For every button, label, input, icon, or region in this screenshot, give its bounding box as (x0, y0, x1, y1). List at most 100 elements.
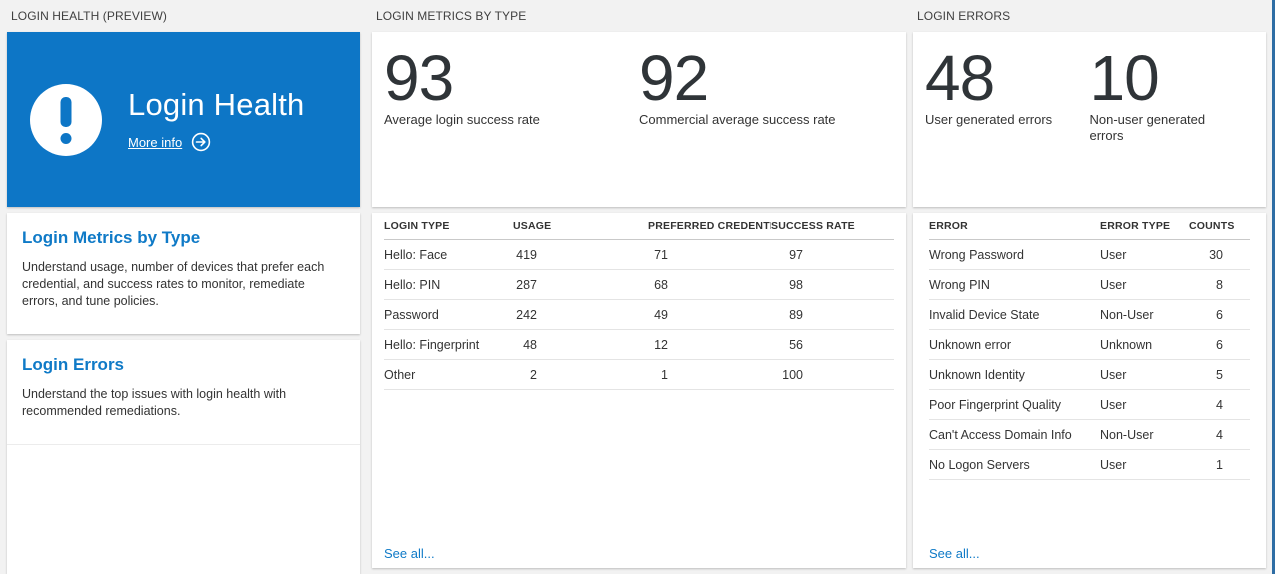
stat: 10 Non-user generated errors (1090, 46, 1255, 207)
column-header: PREFERRED CREDENTIAL (648, 220, 771, 232)
nav-card-description: Understand the top issues with login hea… (22, 387, 287, 418)
table-cell: User (1100, 457, 1127, 472)
table-row: Unknown error Unknown 6 (929, 330, 1250, 360)
table-cell: 48 (523, 337, 537, 352)
table-cell: 68 (654, 277, 668, 292)
table-cell: User (1100, 247, 1127, 262)
table-header-row: LOGIN TYPE USAGE PREFERRED CREDENTIALSUCCE… (384, 213, 894, 240)
nav-card-title: Login Errors (22, 355, 125, 374)
table-cell: Password (384, 307, 439, 322)
table-row: Wrong Password User 30 (929, 240, 1250, 270)
column-header: LOGIN TYPE (384, 220, 450, 232)
table-cell: 30 (1209, 247, 1223, 262)
stat: 93 Average login success rate (384, 46, 639, 207)
table-row: Unknown Identity User 5 (929, 360, 1250, 390)
table-cell: 6 (1216, 307, 1223, 322)
column-header: ERROR (929, 220, 968, 232)
see-all-link[interactable]: See all... (929, 546, 980, 561)
table-header-row: ERROR ERROR TYPE COUNTS (929, 213, 1250, 240)
arrow-right-circle-icon[interactable] (191, 132, 211, 152)
table-cell: 49 (654, 307, 668, 322)
table-cell: 98 (789, 277, 803, 292)
table-row: Password 242 49 89 (384, 300, 894, 330)
nav-card-description: Understand usage, number of devices that… (22, 260, 325, 308)
table-row: Hello: Face 419 71 97 (384, 240, 894, 270)
login-errors-stats-card: 48 User generated errors 10 Non-user genera… (913, 32, 1266, 207)
table-cell: 242 (516, 307, 537, 322)
see-all-link[interactable]: See all... (384, 546, 435, 561)
section-title-login-metrics: LOGIN METRICS BY TYPE (376, 9, 527, 23)
section-title-login-errors: LOGIN ERRORS (917, 9, 1011, 23)
table-cell: Hello: Face (384, 247, 448, 262)
table-cell: Unknown error (929, 337, 1011, 352)
column-login-metrics: LOGIN METRICS BY TYPE 93 Average login su… (372, 0, 906, 574)
table-row: Wrong PIN User 8 (929, 270, 1250, 300)
stat-label: Average login success rate (384, 112, 540, 127)
login-metrics-stats-card: 93 Average login success rate 92 Commercial… (372, 32, 906, 207)
blade-edge-divider (1272, 0, 1275, 574)
table-cell: 8 (1216, 277, 1223, 292)
table-row: Invalid Device State Non-User 6 (929, 300, 1250, 330)
column-login-errors: LOGIN ERRORS 48 User generated errors 10 No… (913, 0, 1266, 574)
table-cell: Hello: PIN (384, 277, 441, 292)
table-cell: 4 (1216, 397, 1223, 412)
table-cell: Invalid Device State (929, 307, 1040, 322)
table-cell: Non-User (1100, 427, 1154, 442)
table-row: Other 2 1 100 (384, 360, 894, 390)
column-header: COUNTS (1189, 220, 1235, 232)
login-errors-table: ERROR ERROR TYPE COUNTS Wrong Password User 3… (929, 213, 1250, 480)
login-errors-table-card: ERROR ERROR TYPE COUNTS Wrong Password User 3… (913, 213, 1266, 568)
table-cell: 12 (654, 337, 668, 352)
more-info-link[interactable]: More info (128, 134, 183, 150)
table-cell: 1 (661, 367, 668, 382)
table-cell: Poor Fingerprint Quality (929, 397, 1062, 412)
hero-title: Login Health (128, 87, 305, 122)
table-cell: User (1100, 397, 1127, 412)
divider (7, 444, 360, 445)
table-row: Can't Access Domain Info Non-User 4 (929, 420, 1250, 450)
table-cell: No Logon Servers (929, 457, 1030, 472)
stat: 92 Commercial average success rate (639, 46, 894, 207)
stat-label: Commercial average success rate (639, 112, 836, 127)
table-cell: Hello: Fingerprint (384, 337, 480, 352)
table-row: Hello: Fingerprint 48 12 56 (384, 330, 894, 360)
nav-card-login-metrics-by-type[interactable]: Login Metrics by Type Understand usage, … (7, 213, 360, 334)
section-title-login-health: LOGIN HEALTH (PREVIEW) (11, 9, 167, 23)
table-cell: Other (384, 367, 416, 382)
table-cell: Can't Access Domain Info (929, 427, 1072, 442)
exclamation-icon (30, 83, 102, 156)
table-cell: Unknown Identity (929, 367, 1025, 382)
nav-card-title: Login Metrics by Type (22, 228, 201, 247)
stat-label: User generated errors (925, 112, 1053, 127)
login-health-tile[interactable]: Login Health More info (7, 32, 360, 207)
nav-card-login-errors[interactable]: Login Errors Understand the top issues w… (7, 340, 360, 574)
login-metrics-table: LOGIN TYPE USAGE PREFERRED CREDENTIALSUCCE… (384, 213, 894, 390)
table-cell: User (1100, 277, 1127, 292)
table-cell: Wrong PIN (929, 277, 990, 292)
stat-value: 10 (1089, 42, 1160, 114)
table-cell: 97 (789, 247, 803, 262)
table-cell: 100 (782, 367, 803, 382)
table-cell: 71 (654, 247, 668, 262)
stat-value: 48 (925, 42, 995, 114)
table-cell: 419 (516, 247, 537, 262)
table-cell: Non-User (1100, 307, 1154, 322)
stat: 48 User generated errors (925, 46, 1090, 207)
hero-text: Login Health More info (128, 87, 304, 152)
table-cell: 1 (1216, 457, 1223, 472)
table-cell: Wrong Password (929, 247, 1024, 262)
column-login-health: LOGIN HEALTH (PREVIEW) Login Health More… (7, 0, 360, 574)
table-cell: 6 (1216, 337, 1223, 352)
table-cell: 56 (789, 337, 803, 352)
login-metrics-table-card: LOGIN TYPE USAGE PREFERRED CREDENTIALSUCCE… (372, 213, 906, 568)
column-header: SUCCESS RATE (771, 220, 855, 232)
table-cell: 89 (789, 307, 803, 322)
table-row: No Logon Servers User 1 (929, 450, 1250, 480)
stat-value: 92 (639, 42, 709, 114)
stat-value: 93 (384, 42, 454, 114)
table-cell: 2 (530, 367, 537, 382)
table-cell: 5 (1216, 367, 1223, 382)
stat-label: Non-user generated errors (1089, 112, 1206, 143)
table-cell: 287 (516, 277, 537, 292)
